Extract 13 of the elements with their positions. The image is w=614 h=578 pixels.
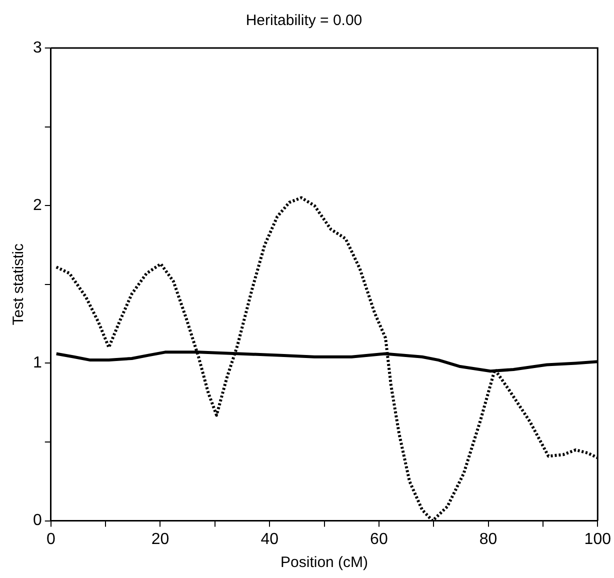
x-tick-label: 40 [260, 530, 279, 548]
x-tick-label: 80 [479, 530, 498, 548]
chart-title: Heritability = 0.00 [246, 12, 362, 30]
x-tick-label: 60 [370, 530, 388, 548]
y-tick-label: 0 [32, 512, 42, 530]
y-axis-title: Test statistic [10, 243, 28, 326]
y-tick-label: 1 [32, 354, 42, 372]
y-tick-label: 3 [32, 39, 42, 56]
x-tick-label: 20 [151, 530, 170, 548]
y-tick-label: 2 [32, 197, 42, 214]
x-tick-label: 0 [46, 530, 56, 548]
x-axis-title: Position (cM) [280, 554, 368, 572]
x-tick-label: 100 [584, 530, 612, 548]
